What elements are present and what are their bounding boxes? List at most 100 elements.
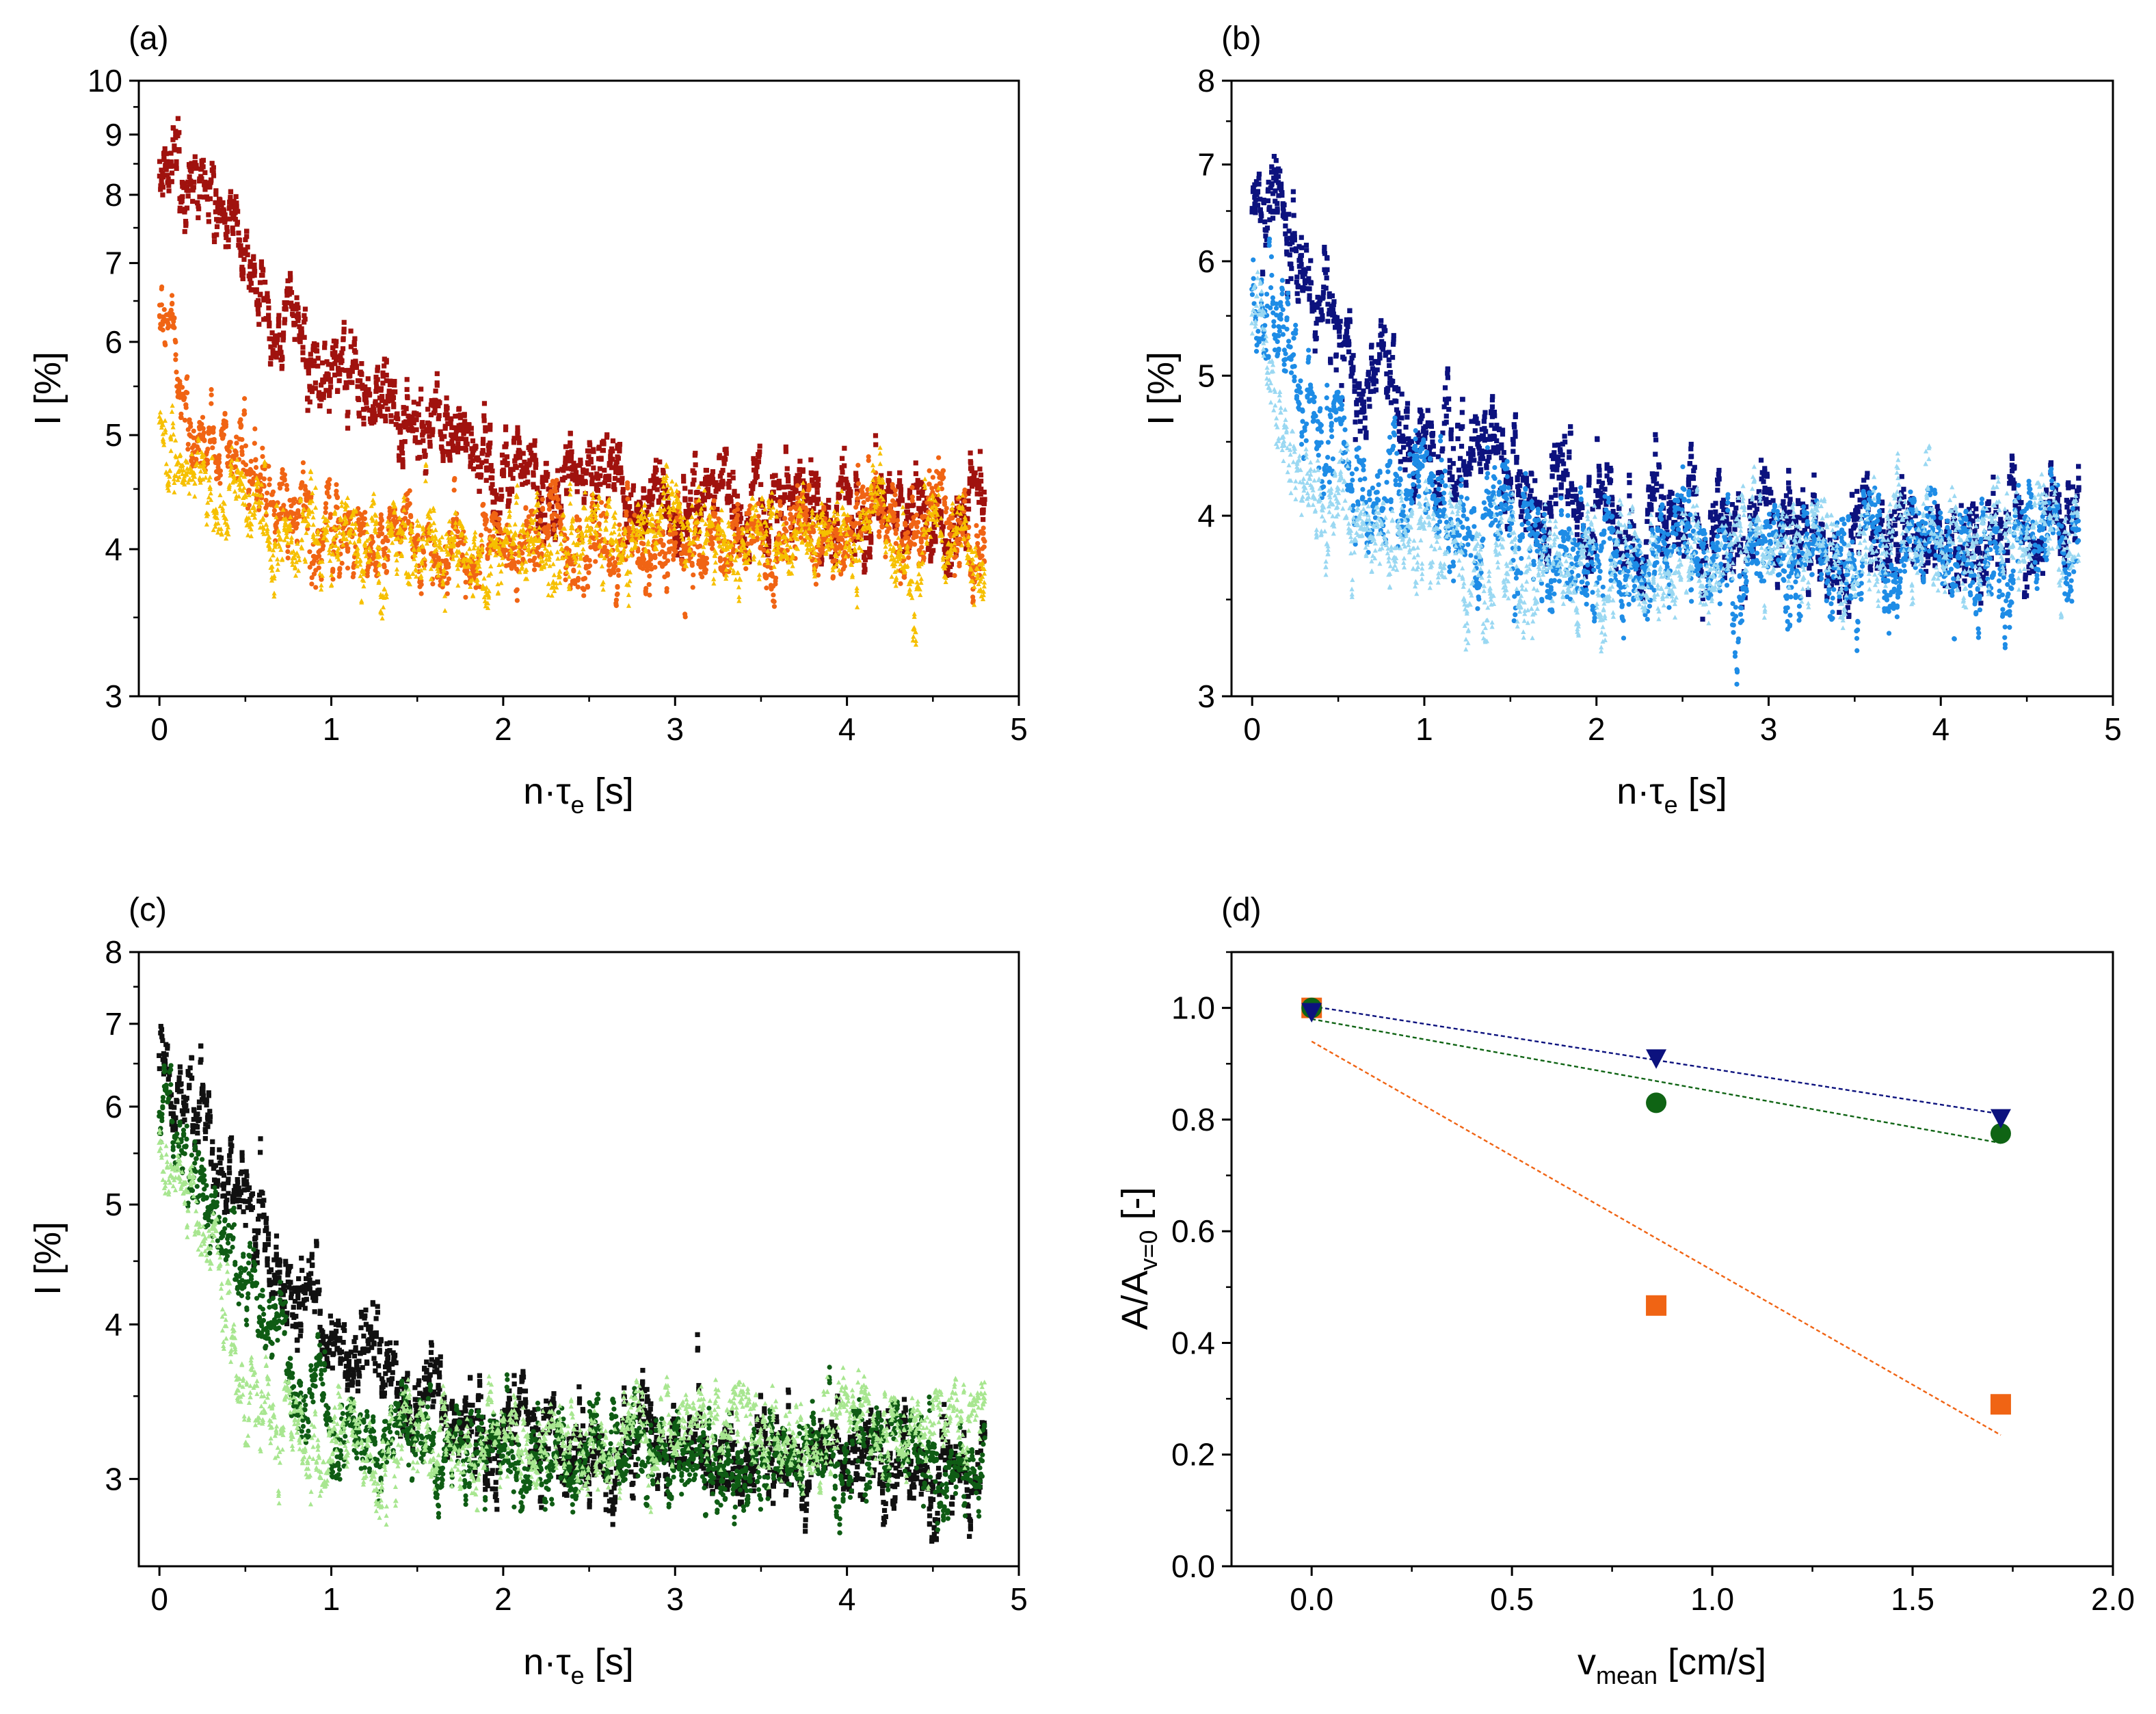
data-point [199,421,204,427]
data-point [400,464,405,470]
data-point [277,345,283,350]
data-point [305,408,310,413]
data-point [690,585,695,590]
data-point [208,490,213,496]
data-point [509,488,515,495]
data-point [806,488,812,493]
data-point [585,583,590,589]
data-point [361,421,367,427]
data-point [461,427,466,433]
data-point [815,477,821,482]
data-point [311,571,317,577]
data-point [886,486,891,491]
data-point [921,506,927,512]
data-point [284,300,289,306]
data-point [269,330,275,336]
data-point [620,486,626,492]
data-point [517,440,522,445]
data-point [163,151,169,157]
data-point [252,426,258,432]
data-point [189,166,194,172]
data-point [735,501,741,507]
data-point [244,234,250,239]
data-point [781,498,786,504]
data-point [950,515,955,520]
data-point [446,441,451,447]
data-point [709,540,715,546]
data-point [207,474,213,479]
data-point [529,443,534,448]
data-point [323,505,329,511]
data-point [338,353,343,358]
data-point [854,491,860,497]
data-point [196,447,201,452]
data-point [610,438,616,444]
data-point [470,458,475,463]
data-point [189,161,194,167]
data-point [587,563,593,568]
data-point [294,538,300,544]
data-point [625,540,630,545]
data-point [378,386,384,391]
data-point [863,535,869,541]
data-point [627,503,633,510]
data-point [490,468,495,474]
data-point [696,527,702,533]
data-point [979,553,985,559]
data-point [238,243,243,248]
data-point [786,484,791,490]
data-point [559,509,564,514]
data-point [602,480,608,486]
data-point [260,272,265,278]
data-point [536,490,542,496]
data-point [386,396,392,401]
data-point [302,334,307,340]
data-point [609,457,615,462]
data-point [866,528,871,533]
data-point [450,447,456,453]
data-point [734,522,740,528]
data-point [905,530,911,536]
data-point [582,575,588,581]
data-point [774,518,780,524]
data-point [487,528,492,533]
data-point [166,188,172,194]
data-point [920,488,925,494]
data-point [232,488,238,494]
data-point [981,525,986,531]
data-point [563,460,568,466]
data-point [178,452,183,458]
data-point [786,478,791,484]
data-point [481,413,487,419]
data-point [235,209,241,214]
data-point [300,345,306,350]
data-point [507,498,512,503]
data-point [689,507,695,512]
data-point [723,456,728,462]
data-point [181,181,186,186]
data-point [790,492,796,497]
data-point [636,508,641,514]
data-point [665,500,671,505]
data-point [856,520,862,526]
data-point [819,557,825,563]
data-point [380,413,385,419]
data-point [531,567,537,572]
data-point [854,488,860,494]
data-point [849,526,855,531]
data-point [170,420,176,425]
data-point [897,470,903,475]
data-point [492,499,497,505]
data-point [302,319,307,325]
data-point [899,497,905,502]
data-point [925,546,931,552]
data-point [253,457,258,462]
data-point [854,478,860,484]
data-point [341,337,346,343]
data-point [511,436,517,441]
data-point [894,514,900,520]
data-point [170,137,176,142]
data-point [682,486,688,491]
data-point [423,452,428,458]
data-point [710,501,717,507]
